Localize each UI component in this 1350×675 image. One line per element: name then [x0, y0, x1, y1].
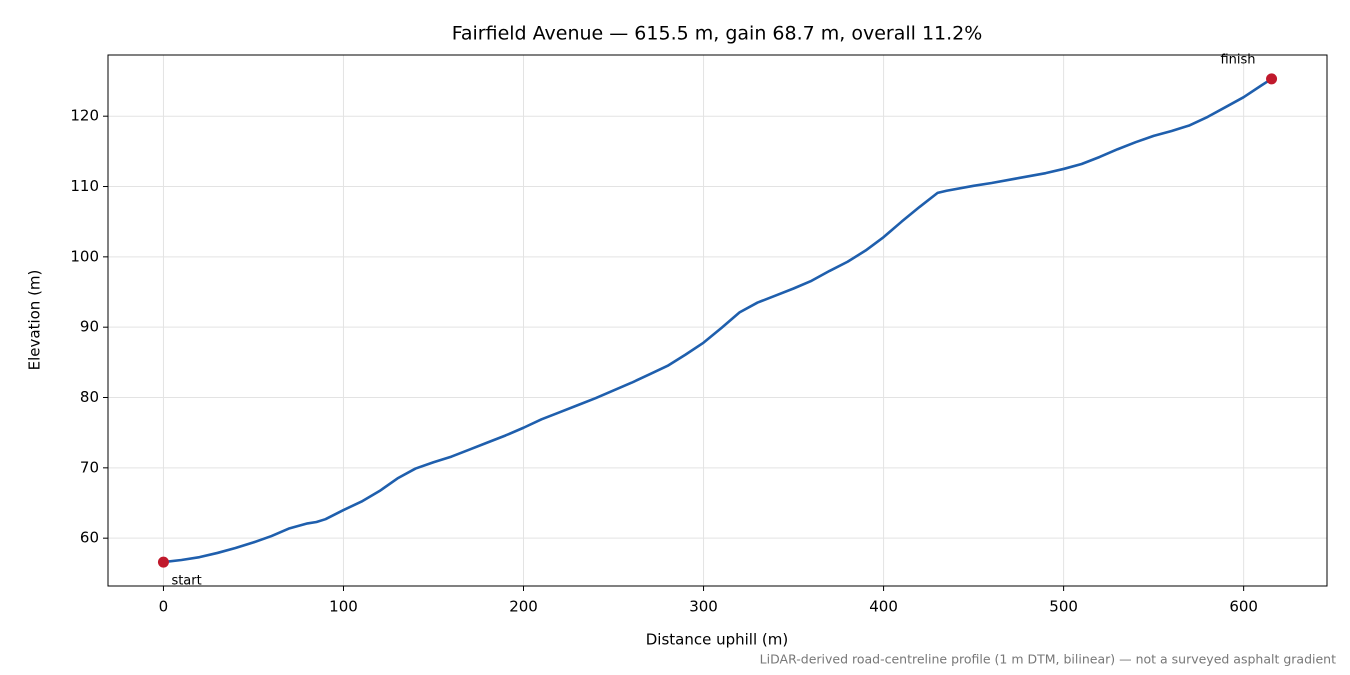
x-tick-label: 0	[159, 598, 169, 616]
elevation-line	[163, 77, 1273, 564]
endpoint-marker	[1266, 73, 1278, 85]
endpoint-marker	[157, 556, 169, 568]
y-tick-label: 90	[80, 318, 99, 336]
x-tick-label: 300	[689, 598, 718, 616]
x-tick-label: 500	[1049, 598, 1078, 616]
footnote: LiDAR-derived road-centreline profile (1…	[760, 652, 1336, 667]
plot-frame	[107, 54, 1328, 587]
x-tick-label: 200	[509, 598, 538, 616]
annotation: start	[171, 574, 201, 589]
y-tick-label: 60	[80, 529, 99, 547]
x-axis-label: Distance uphill (m)	[646, 631, 788, 649]
y-tick-label: 120	[70, 107, 99, 125]
y-axis-label: Elevation (m)	[26, 270, 44, 371]
y-tick-label: 80	[80, 388, 99, 406]
x-tick-label: 100	[329, 598, 358, 616]
y-tick-label: 70	[80, 458, 99, 476]
y-tick-label: 100	[70, 247, 99, 265]
annotation: finish	[1220, 52, 1255, 67]
chart-title: Fairfield Avenue — 615.5 m, gain 68.7 m,…	[452, 23, 983, 45]
x-tick-label: 600	[1229, 598, 1258, 616]
x-tick-label: 400	[869, 598, 898, 616]
y-tick-label: 110	[70, 177, 99, 195]
